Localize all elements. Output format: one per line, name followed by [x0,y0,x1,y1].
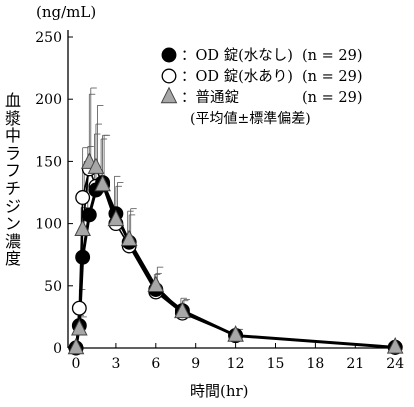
x-tick-label: 15 [267,356,285,372]
x-tick-label: 9 [191,356,200,372]
legend-marker-open-circle [161,68,177,84]
data-point-gray-triangle [120,229,138,246]
data-point-gray-triangle [71,318,88,336]
x-tick-label: 21 [346,356,364,372]
y-tick-label: 50 [44,279,62,295]
legend-note: (平均値±標準偏差) [190,111,311,127]
data-point-gray-triangle [386,336,404,354]
legend-n-label: (n = 29) [302,48,362,64]
data-point-open-circle [71,300,87,316]
legend-marker-filled-circle [161,47,177,63]
y-tick-label: 0 [53,341,62,357]
data-point-gray-triangle [107,209,125,227]
y-axis-label: 血漿中ラフチジン濃度 [4,91,21,269]
data-point-gray-triangle [174,301,191,319]
legend-n-label: (n = 29) [302,90,362,106]
legend-label: ：普通錠 [181,89,239,106]
data-point-gray-triangle [87,157,105,174]
data-point-gray-triangle [67,337,85,355]
x-tick-label: 12 [227,356,245,372]
y-tick-label: 150 [35,154,62,170]
x-tick-label: 0 [72,356,81,372]
x-tick-label: 3 [111,356,120,372]
x-tick-label: 18 [306,356,324,372]
x-axis-label: 時間(hr) [190,382,249,400]
data-point-gray-triangle [94,174,111,192]
data-point-gray-triangle [227,325,244,342]
x-tick-label: 24 [386,356,404,372]
data-point-filled-circle [75,249,91,265]
data-point-filled-circle [81,207,97,223]
y-tick-label: 250 [35,30,62,46]
y-tick-label: 100 [35,217,62,233]
y-axis-unit: (ng/mL) [36,3,97,21]
legend-label: ：OD 錠(水あり) [181,68,293,85]
data-point-open-circle [75,190,91,205]
series-line-filled-circle [74,179,396,349]
y-tick-label: 200 [35,92,62,108]
legend-label: ：OD 錠(水なし) [181,47,293,64]
data-point-gray-triangle [74,219,91,237]
legend-marker-gray-triangle [160,86,178,104]
legend-n-label: (n = 29) [302,69,362,85]
series-line-gray-triangle [75,161,396,349]
data-point-gray-triangle [147,275,165,292]
series-line-open-circle [75,166,396,349]
x-tick-label: 6 [151,356,160,372]
